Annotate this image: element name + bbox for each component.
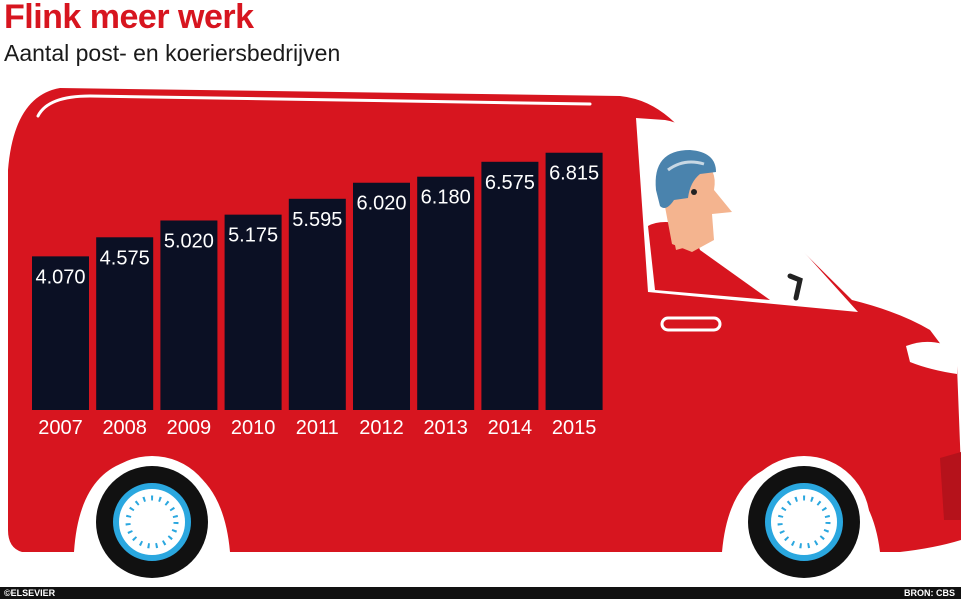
x-tick-label: 2010 bbox=[231, 417, 276, 439]
x-tick-label: 2015 bbox=[552, 417, 597, 439]
door-handle bbox=[660, 316, 722, 332]
bar-value-label: 5.020 bbox=[164, 230, 214, 252]
x-tick-label: 2013 bbox=[423, 417, 468, 439]
chart-title: Flink meer werk bbox=[4, 0, 254, 36]
bar-chart: 4.070 2007 4.575 2008 5.020 2009 5.175 2010 5.59… bbox=[32, 152, 603, 439]
bar-value-label: 5.595 bbox=[292, 209, 342, 231]
x-tick-label: 2014 bbox=[488, 417, 533, 439]
roof-highlight bbox=[36, 94, 592, 118]
bar-2008 bbox=[96, 237, 154, 410]
source-label: BRON: CBS bbox=[904, 588, 955, 598]
bar-value-label: 6.815 bbox=[549, 163, 599, 185]
bar-2007 bbox=[32, 256, 89, 410]
rear-wheel bbox=[86, 456, 218, 588]
bar-value-label: 5.175 bbox=[228, 225, 278, 247]
x-tick-label: 2007 bbox=[38, 417, 83, 439]
bar-2012 bbox=[353, 182, 410, 410]
driver-icon bbox=[648, 150, 803, 301]
x-tick-label: 2009 bbox=[167, 417, 212, 439]
headlight bbox=[906, 341, 957, 374]
bar-2013 bbox=[417, 176, 475, 410]
bar-value-label: 4.575 bbox=[100, 247, 150, 269]
front-wheel bbox=[738, 456, 870, 588]
bar-2015 bbox=[545, 152, 603, 410]
x-tick-label: 2012 bbox=[359, 417, 404, 439]
x-tick-label: 2011 bbox=[296, 417, 339, 439]
bumper bbox=[940, 452, 961, 520]
bar-2009 bbox=[160, 220, 218, 410]
bar-value-label: 6.180 bbox=[421, 187, 471, 209]
x-tick-label: 2008 bbox=[102, 417, 147, 439]
bar-2014 bbox=[481, 161, 539, 410]
bar-2010 bbox=[224, 214, 282, 410]
bar-value-label: 6.575 bbox=[485, 172, 535, 194]
bar-2011 bbox=[288, 198, 346, 410]
chart-subtitle: Aantal post- en koeriersbedrijven bbox=[4, 40, 341, 66]
credit-label: ©ELSEVIER bbox=[4, 588, 56, 598]
footer-bar: ©ELSEVIER BRON: CBS bbox=[0, 587, 961, 599]
bar-value-label: 4.070 bbox=[35, 266, 85, 288]
bar-value-label: 6.020 bbox=[356, 193, 406, 215]
